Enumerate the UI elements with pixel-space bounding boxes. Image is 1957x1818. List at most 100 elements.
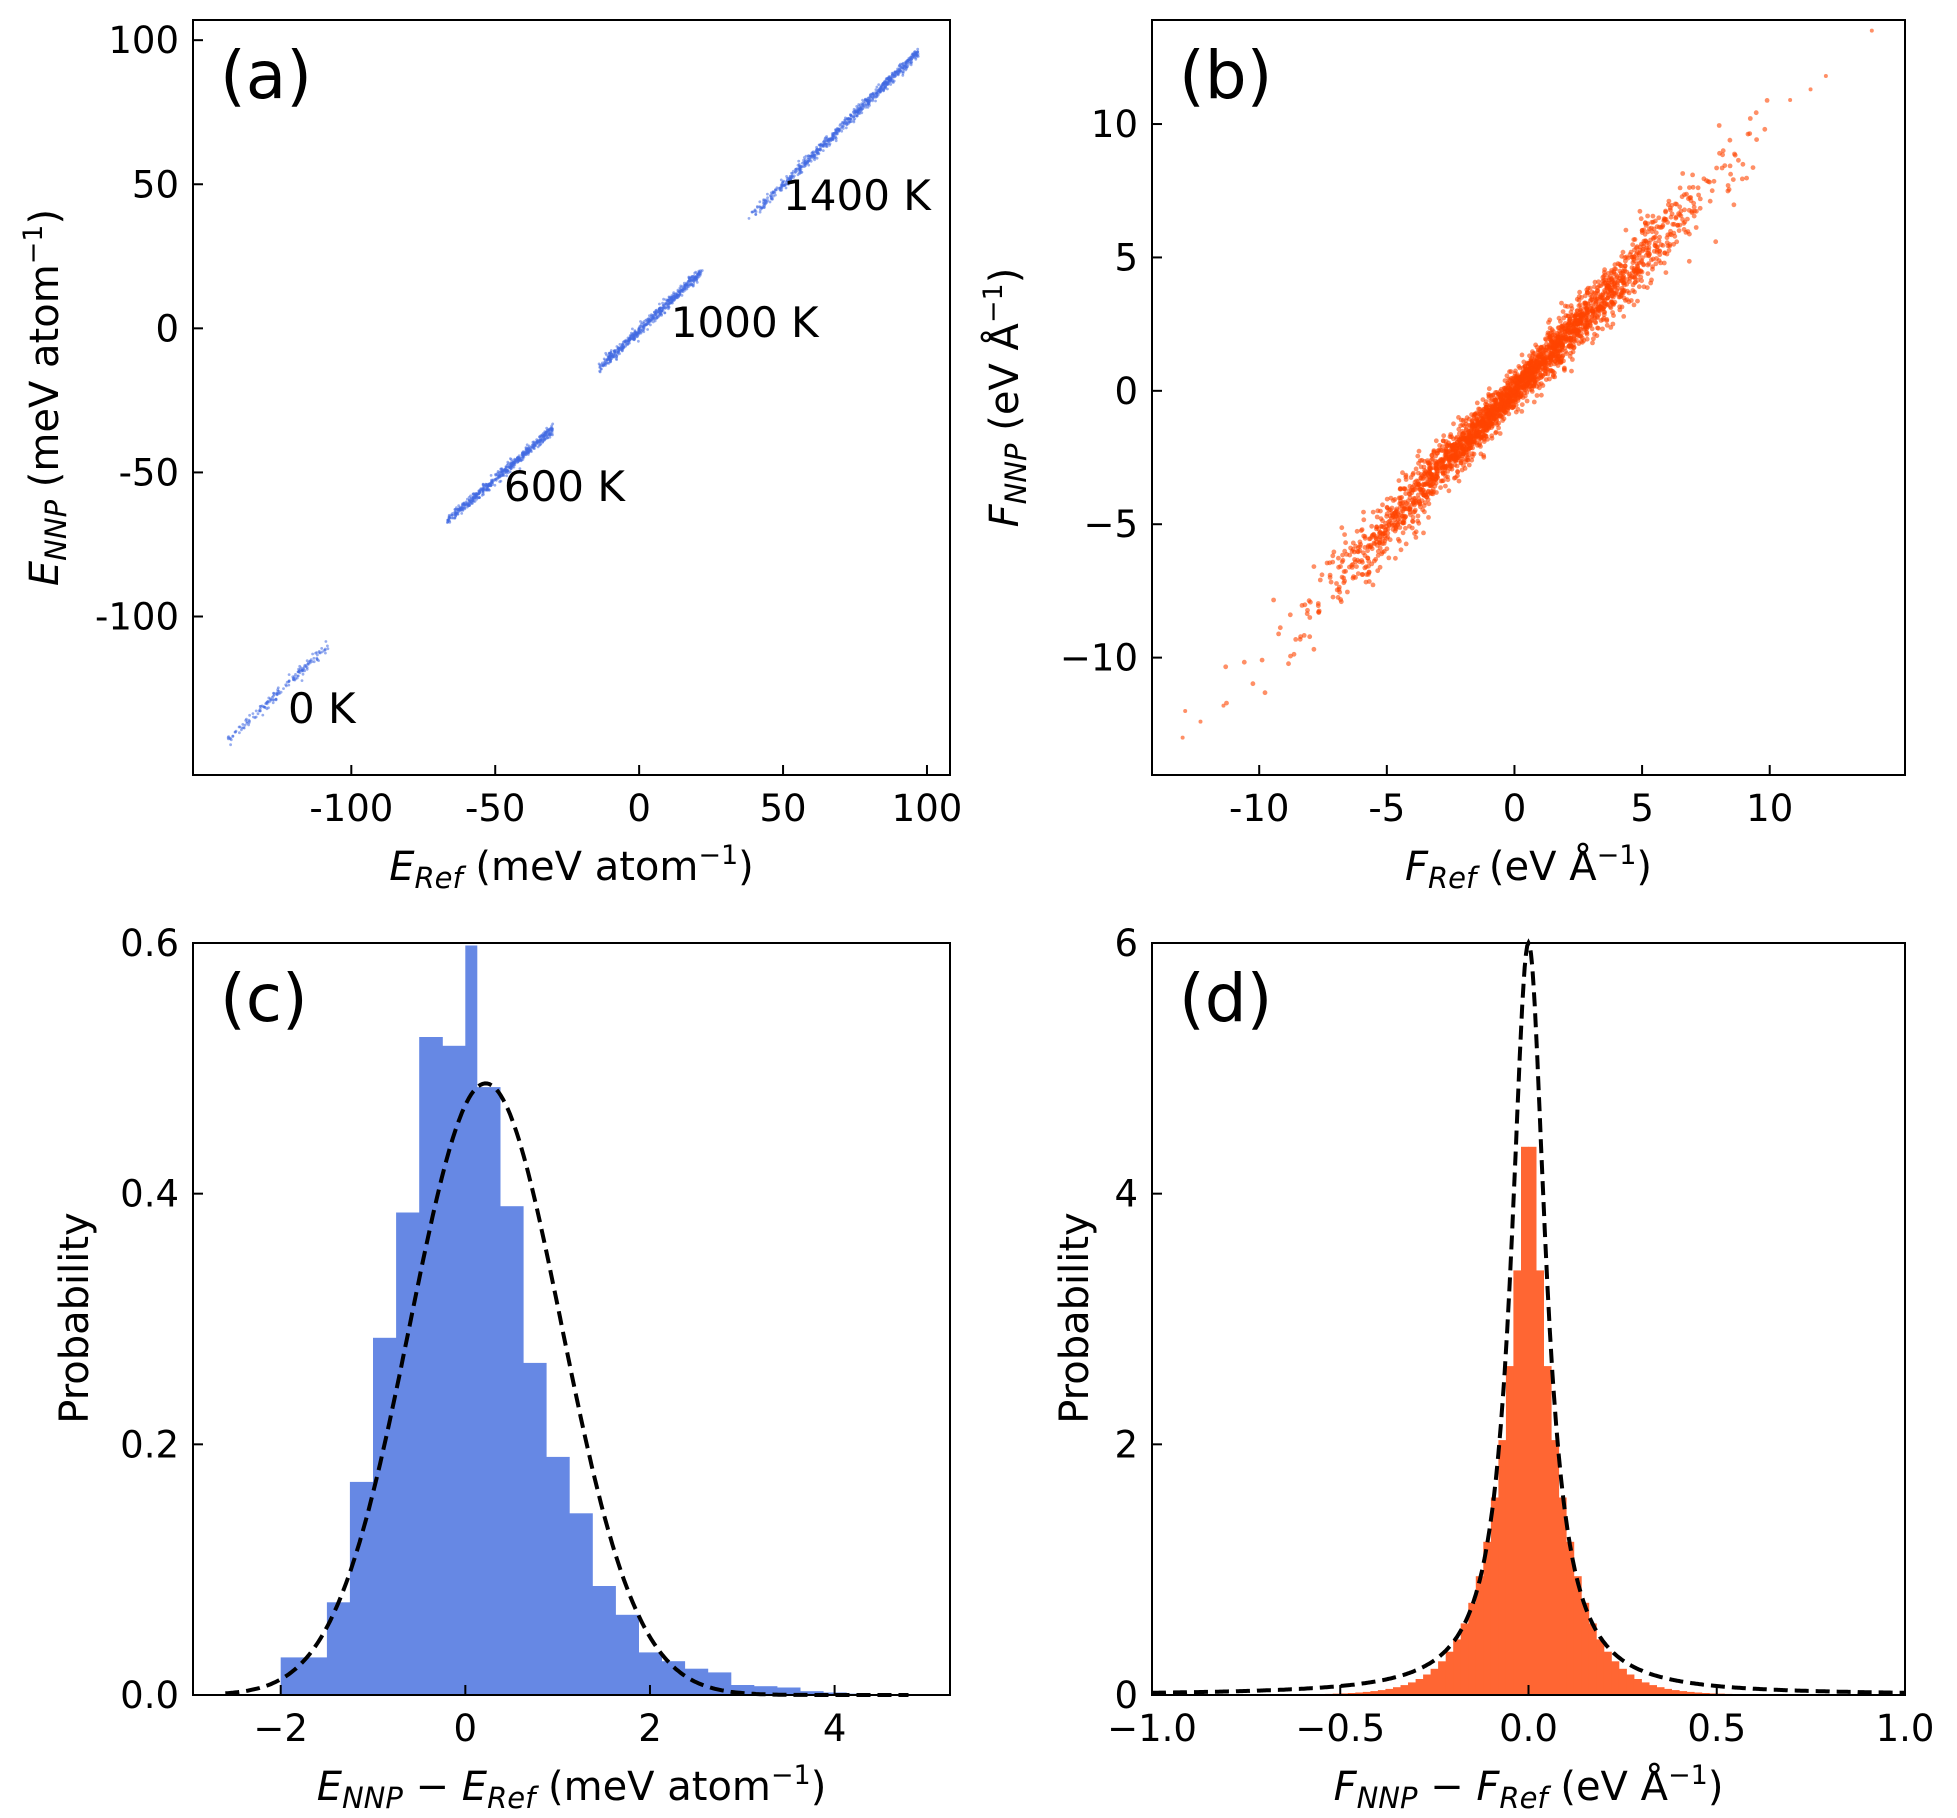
scatter-point xyxy=(497,471,501,475)
scatter-point xyxy=(1431,448,1437,453)
scatter-point xyxy=(237,725,241,729)
scatter-point xyxy=(277,689,281,693)
scatter-point xyxy=(1428,483,1434,489)
scatter-point xyxy=(632,333,636,337)
scatter-point xyxy=(864,97,867,101)
scatter-point xyxy=(1637,247,1643,253)
scatter-point xyxy=(1421,487,1426,493)
scatter-point xyxy=(620,345,623,348)
scatter-point xyxy=(853,117,857,121)
scatter-point xyxy=(1342,532,1347,537)
scatter-point xyxy=(274,697,278,701)
scatter-point xyxy=(680,294,684,297)
temperature-annotation: 600 K xyxy=(504,462,627,511)
scatter-point xyxy=(875,95,879,98)
scatter-point xyxy=(1682,192,1687,198)
histogram-bars xyxy=(280,945,870,1695)
scatter-point xyxy=(866,105,870,109)
scatter-point xyxy=(1603,303,1608,308)
scatter-point xyxy=(789,178,792,182)
scatter-point xyxy=(1410,518,1415,524)
scatter-point xyxy=(1277,625,1283,631)
scatter-point xyxy=(1707,179,1712,185)
scatter-point xyxy=(1462,466,1468,471)
scatter-point xyxy=(1580,339,1585,345)
scatter-point xyxy=(758,210,762,214)
scatter-point xyxy=(1788,98,1793,103)
scatter-point xyxy=(661,308,665,312)
histogram-bar xyxy=(1362,1691,1371,1695)
scatter-point xyxy=(633,329,637,332)
scatter-point xyxy=(1415,492,1421,498)
histogram-bar xyxy=(1460,1623,1469,1695)
scatter-point xyxy=(1600,293,1605,298)
scatter-point xyxy=(771,192,774,196)
scatter-point xyxy=(271,701,275,705)
scatter-point xyxy=(1493,414,1499,420)
scatter-point xyxy=(1666,198,1672,204)
scatter-point xyxy=(639,331,643,335)
scatter-point xyxy=(503,468,507,472)
scatter-point xyxy=(1545,371,1551,377)
scatter-point xyxy=(1677,204,1683,210)
scatter-point xyxy=(855,109,858,113)
scatter-point xyxy=(1598,318,1604,323)
scatter-point xyxy=(1381,549,1387,554)
scatter-point xyxy=(525,443,529,447)
scatter-point xyxy=(521,451,524,455)
scatter-point xyxy=(1709,188,1715,194)
scatter-point xyxy=(1370,582,1376,588)
scatter-point xyxy=(1519,402,1525,407)
y-tick-label: 0.4 xyxy=(120,1173,179,1216)
scatter-point xyxy=(1552,344,1558,349)
scatter-point xyxy=(1380,518,1385,524)
scatter-point xyxy=(1599,305,1605,310)
scatter-point xyxy=(1480,410,1486,416)
scatter-point xyxy=(662,297,665,301)
scatter-point xyxy=(899,62,902,66)
scatter-point xyxy=(1529,374,1535,380)
scatter-point xyxy=(1595,308,1601,313)
scatter-point xyxy=(1661,260,1667,266)
scatter-point xyxy=(272,693,276,697)
scatter-point xyxy=(629,334,633,338)
x-tick-label: 10 xyxy=(1746,787,1793,830)
scatter-point xyxy=(493,483,497,487)
scatter-point xyxy=(1563,336,1569,342)
scatter-point xyxy=(1547,325,1553,331)
scatter-point xyxy=(1366,579,1372,584)
scatter-point xyxy=(1400,530,1406,536)
scatter-point xyxy=(753,208,757,212)
scatter-point xyxy=(894,71,898,75)
scatter-point xyxy=(1611,281,1616,287)
scatter-point xyxy=(275,693,279,697)
scatter-point xyxy=(1534,344,1540,350)
scatter-point xyxy=(545,434,549,437)
scatter-point xyxy=(1611,301,1616,306)
scatter-point xyxy=(840,129,844,133)
histogram-bar xyxy=(776,1687,801,1695)
scatter-point xyxy=(758,200,762,204)
scatter-point xyxy=(1520,369,1526,375)
scatter-point xyxy=(462,501,466,505)
histogram-bar xyxy=(1475,1576,1484,1695)
scatter-point xyxy=(1511,389,1517,395)
scatter-point xyxy=(1681,221,1687,226)
x-tick-label: 0.5 xyxy=(1687,1707,1746,1750)
scatter-point xyxy=(471,492,475,496)
scatter-point xyxy=(1183,708,1188,713)
scatter-point xyxy=(245,721,249,725)
scatter-point xyxy=(1345,589,1350,595)
scatter-point xyxy=(1622,255,1628,261)
scatter-point xyxy=(790,171,793,175)
scatter-point xyxy=(1638,216,1644,222)
scatter-point xyxy=(1336,584,1342,590)
scatter-point xyxy=(1349,548,1355,554)
scatter-point xyxy=(492,479,496,482)
scatter-point xyxy=(305,659,309,663)
scatter-point xyxy=(1377,564,1383,570)
scatter-point xyxy=(1347,552,1353,558)
scatter-point xyxy=(1397,525,1403,530)
scatter-point xyxy=(1649,219,1655,225)
